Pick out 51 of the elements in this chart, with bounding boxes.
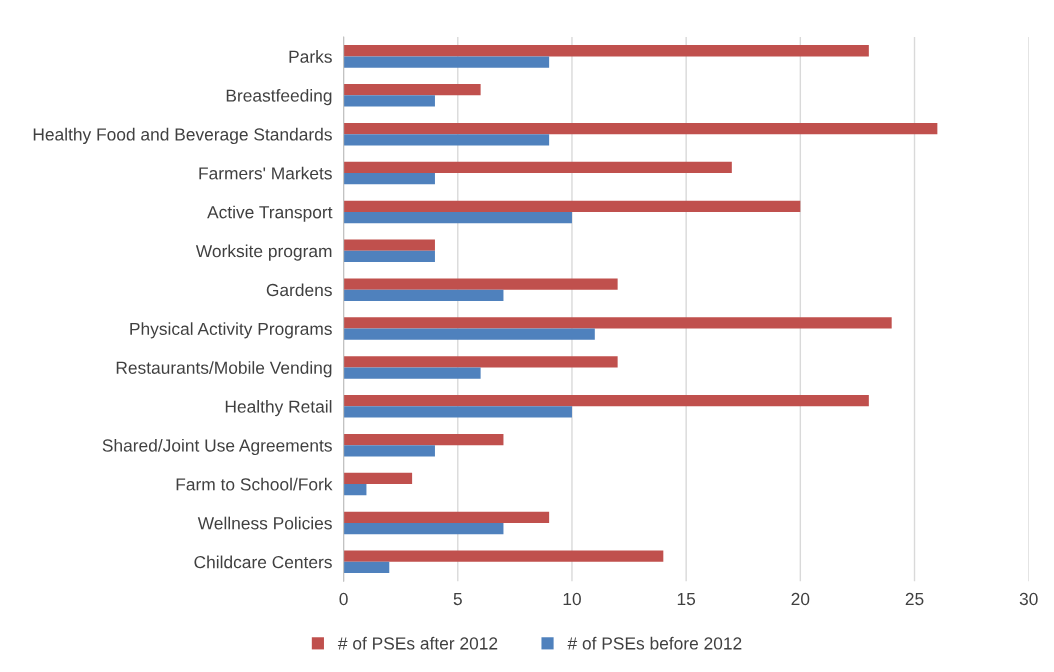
bar [343,161,732,174]
y-tick-label: Restaurants/Mobile Vending [116,361,332,378]
y-tick-label: Childcare Centers [194,555,332,569]
x-tick-label: 25 [905,592,924,606]
y-tick-label: Worksite program [195,244,332,261]
bar [343,250,435,263]
x-tick-label: 0 [339,592,348,606]
y-tick-label: Active Transport [207,205,333,222]
bar [343,472,413,485]
bar [343,95,435,107]
bar [343,45,869,57]
y-tick-label: Farm to School/Fork [176,477,333,491]
x-tick-label: 20 [791,592,810,606]
bar [343,122,938,135]
bar [343,239,435,251]
bar [343,56,550,68]
bar [343,328,595,340]
y-tick-label: Physical Activity Programs [130,322,332,339]
x-tick-label: 10 [563,592,581,606]
y-tick-label: Healthy Food and Beverage Standards [33,127,332,145]
bar [343,356,618,368]
y-tick-label: Gardens [266,283,332,297]
bar [343,200,801,212]
bar [343,367,481,379]
bar [343,84,481,96]
bar [343,395,869,407]
bar [343,134,550,146]
x-tick-label: 30 [1019,592,1038,606]
y-tick-label: Shared/Joint Use Agreements [102,438,332,456]
bar [343,522,504,535]
y-tick-label: Healthy Retail [225,400,332,417]
bar [343,433,504,446]
legend-label: # of PSEs after 2012 [337,636,498,650]
y-tick-label: Breastfeeding [226,88,332,106]
bar [343,289,504,301]
y-tick-label: Farmers' Markets [199,166,332,180]
x-tick-label: 15 [677,593,696,606]
bar [343,445,435,457]
bar [343,561,390,574]
bar [343,211,572,224]
bar [343,550,664,562]
bar [343,278,618,290]
x-tick-label: 5 [453,593,462,606]
legend-label: # of PSEs before 2012 [567,636,742,650]
bar [343,173,435,185]
y-tick-label: Parks [289,50,332,63]
bar [343,317,892,329]
bar [343,484,367,496]
y-tick-label: Wellness Policies [197,516,332,530]
bar [343,511,550,523]
bar [343,406,572,418]
